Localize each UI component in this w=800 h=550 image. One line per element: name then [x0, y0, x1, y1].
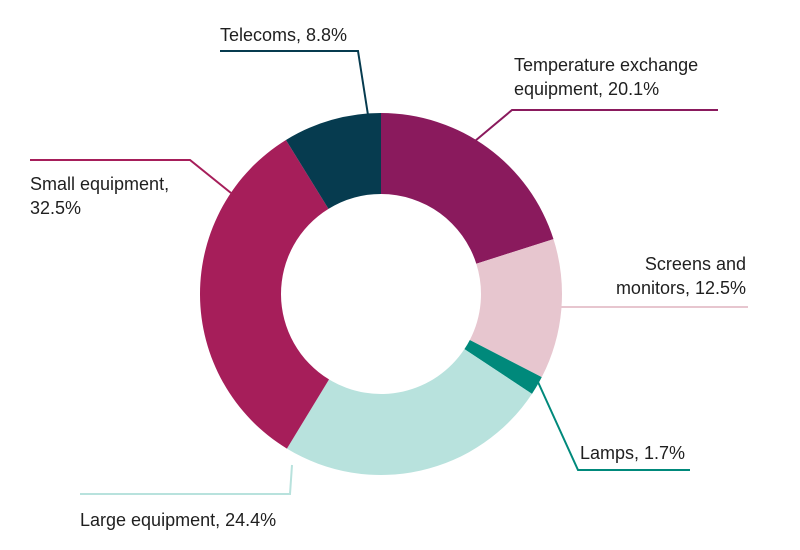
- donut-slices: [200, 113, 562, 475]
- label-line: Lamps, 1.7%: [580, 443, 685, 463]
- label-small-equipment: Small equipment, 32.5%: [30, 174, 169, 218]
- leader-lines: [30, 50, 748, 495]
- label-line: Temperature exchange: [514, 55, 698, 75]
- label-screens-and-monitors: Screens and monitors, 12.5%: [616, 254, 746, 298]
- label-line: Large equipment, 24.4%: [80, 510, 276, 530]
- label-large-equipment: Large equipment, 24.4%: [80, 510, 276, 530]
- slice-large-equipment: [286, 349, 532, 475]
- label-line: Telecoms, 8.8%: [220, 25, 347, 45]
- label-temperature-exchange-equipment: Temperature exchange equipment, 20.1%: [514, 55, 698, 99]
- leader-line-small-equipment: [30, 159, 232, 194]
- leader-line-lamps: [537, 381, 690, 471]
- label-lamps: Lamps, 1.7%: [580, 443, 685, 463]
- slice-lamps: [464, 339, 542, 394]
- leader-line-temperature-exchange-equipment: [474, 109, 718, 142]
- label-line: Screens and: [645, 254, 746, 274]
- slice-small-equipment: [200, 139, 330, 449]
- label-line: monitors, 12.5%: [616, 278, 746, 298]
- slice-temperature-exchange-equipment: [381, 113, 554, 264]
- leader-line-telecoms: [220, 50, 369, 116]
- label-line: equipment, 20.1%: [514, 79, 659, 99]
- slice-screens-and-monitors: [469, 239, 562, 378]
- slice-labels: Temperature exchange equipment, 20.1% Scre…: [30, 25, 746, 530]
- label-line: Small equipment,: [30, 174, 169, 194]
- label-line: 32.5%: [30, 198, 81, 218]
- leader-line-large-equipment: [80, 464, 293, 495]
- slice-telecoms: [285, 113, 381, 209]
- label-telecoms: Telecoms, 8.8%: [220, 25, 347, 45]
